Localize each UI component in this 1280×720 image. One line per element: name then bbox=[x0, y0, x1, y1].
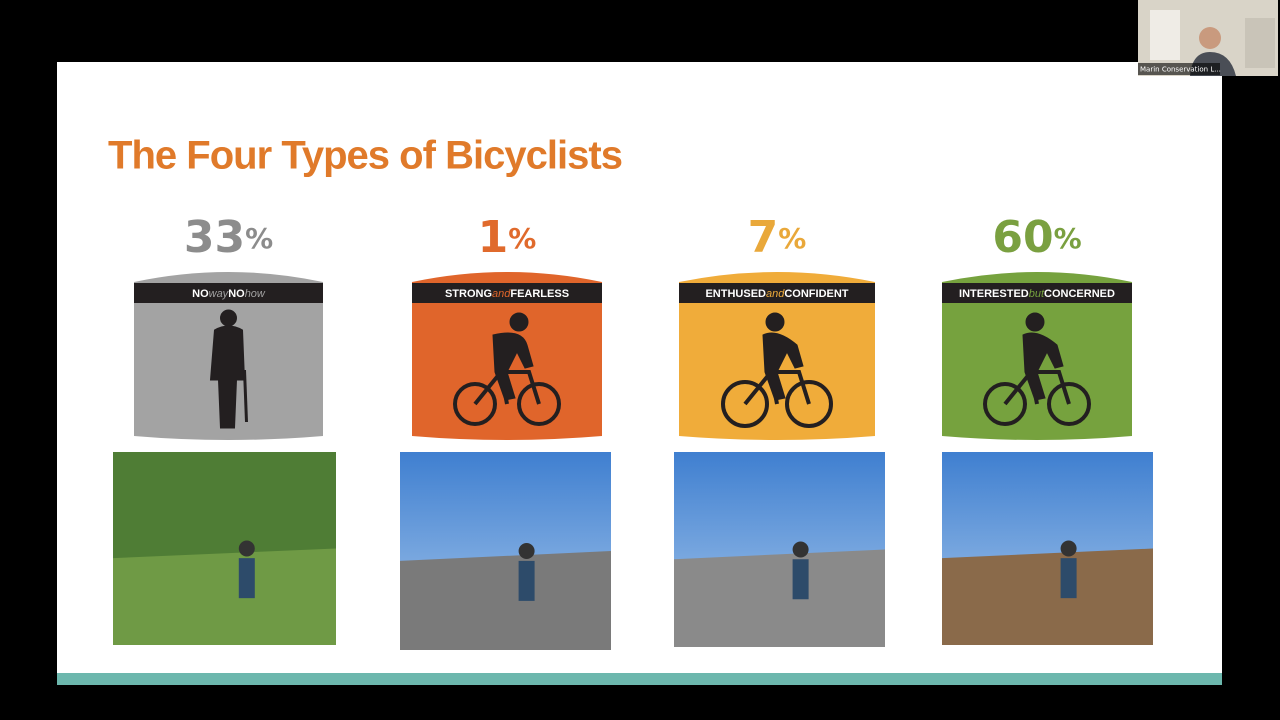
video-window bbox=[1150, 10, 1180, 60]
video-thumbnail[interactable]: Marin Conservation L... bbox=[1138, 0, 1278, 76]
label-word: FEARLESS bbox=[510, 288, 569, 300]
video-head bbox=[1199, 27, 1221, 49]
type-label: INTERESTEDbutCONCERNED bbox=[959, 288, 1115, 300]
percent: 33% bbox=[184, 212, 273, 263]
label-band bbox=[942, 283, 1132, 303]
photo-person bbox=[518, 543, 535, 559]
label-connector: way bbox=[209, 288, 230, 300]
photo-figure bbox=[1060, 558, 1077, 599]
label-connector: and bbox=[492, 288, 511, 300]
percent-value: 60 bbox=[992, 212, 1053, 263]
label-word: ENTHUSED bbox=[705, 288, 766, 300]
type-column: 1% STRONGandFEARLESS bbox=[400, 212, 611, 650]
photo bbox=[942, 452, 1153, 645]
percent-value: 7 bbox=[748, 212, 779, 263]
percent: 7% bbox=[748, 212, 807, 263]
wheel bbox=[785, 380, 833, 428]
slide-footer-bar bbox=[57, 673, 1222, 685]
type-label: ENTHUSEDandCONFIDENT bbox=[705, 288, 848, 300]
label-word: CONFIDENT bbox=[784, 288, 848, 300]
wheel bbox=[1047, 382, 1091, 426]
photo bbox=[400, 452, 611, 650]
rider bbox=[492, 332, 534, 401]
photo-ground bbox=[400, 551, 611, 650]
video-wall bbox=[1245, 18, 1275, 68]
type-column: 33%NOwayNOhow bbox=[113, 212, 336, 645]
rider bbox=[1022, 332, 1064, 401]
wheel bbox=[721, 380, 769, 428]
label-word: STRONG bbox=[445, 288, 492, 300]
label-connector: but bbox=[1029, 288, 1045, 300]
silhouette bbox=[983, 312, 1091, 426]
label-word: INTERESTED bbox=[959, 288, 1029, 300]
type-label: STRONGandFEARLESS bbox=[445, 288, 569, 300]
head bbox=[509, 312, 529, 332]
cane bbox=[243, 369, 248, 423]
label-band bbox=[134, 283, 323, 303]
wheel bbox=[517, 382, 561, 426]
head bbox=[765, 312, 785, 332]
photo-ground bbox=[113, 548, 336, 645]
label-band bbox=[679, 283, 875, 303]
photo-person bbox=[1060, 540, 1077, 557]
photo-figure bbox=[792, 559, 809, 600]
percent: 1% bbox=[478, 212, 537, 263]
slide-title: The Four Types of Bicyclists bbox=[108, 134, 623, 178]
percent-unit: % bbox=[1054, 222, 1082, 255]
wheel bbox=[983, 382, 1027, 426]
photo-figure bbox=[238, 558, 255, 599]
name-tag bbox=[1138, 63, 1220, 75]
photo-ground bbox=[942, 548, 1153, 645]
percent-unit: % bbox=[245, 222, 273, 255]
photo-person bbox=[792, 541, 809, 558]
percent-value: 1 bbox=[478, 212, 509, 263]
head bbox=[220, 309, 237, 327]
head bbox=[1025, 312, 1045, 332]
rider bbox=[762, 332, 804, 401]
photo-ground bbox=[674, 549, 885, 647]
participant-name: Marin Conservation L... bbox=[1140, 66, 1221, 74]
label-band bbox=[412, 283, 602, 303]
label-connector: and bbox=[766, 288, 785, 300]
percent-unit: % bbox=[778, 222, 806, 255]
body bbox=[209, 325, 246, 429]
silhouette bbox=[721, 312, 833, 428]
percent: 60% bbox=[992, 212, 1081, 263]
type-column: 7% ENTHUSEDandCONFIDENT bbox=[674, 212, 885, 647]
photo bbox=[113, 452, 336, 645]
label-word: CONCERNED bbox=[1044, 288, 1115, 300]
percent-unit: % bbox=[508, 222, 536, 255]
photo bbox=[674, 452, 885, 647]
label-word: NO bbox=[192, 288, 209, 300]
silhouette bbox=[209, 309, 248, 429]
percent-value: 33 bbox=[184, 212, 245, 263]
silhouette bbox=[453, 312, 561, 426]
label-word: NO bbox=[228, 288, 245, 300]
type-label: NOwayNOhow bbox=[192, 288, 266, 300]
type-column: 60% INTERESTEDbutCONCERNED bbox=[942, 212, 1153, 645]
wheel bbox=[453, 382, 497, 426]
label-connector: how bbox=[245, 288, 266, 300]
photo-person bbox=[238, 540, 255, 557]
photo-figure bbox=[518, 560, 535, 601]
